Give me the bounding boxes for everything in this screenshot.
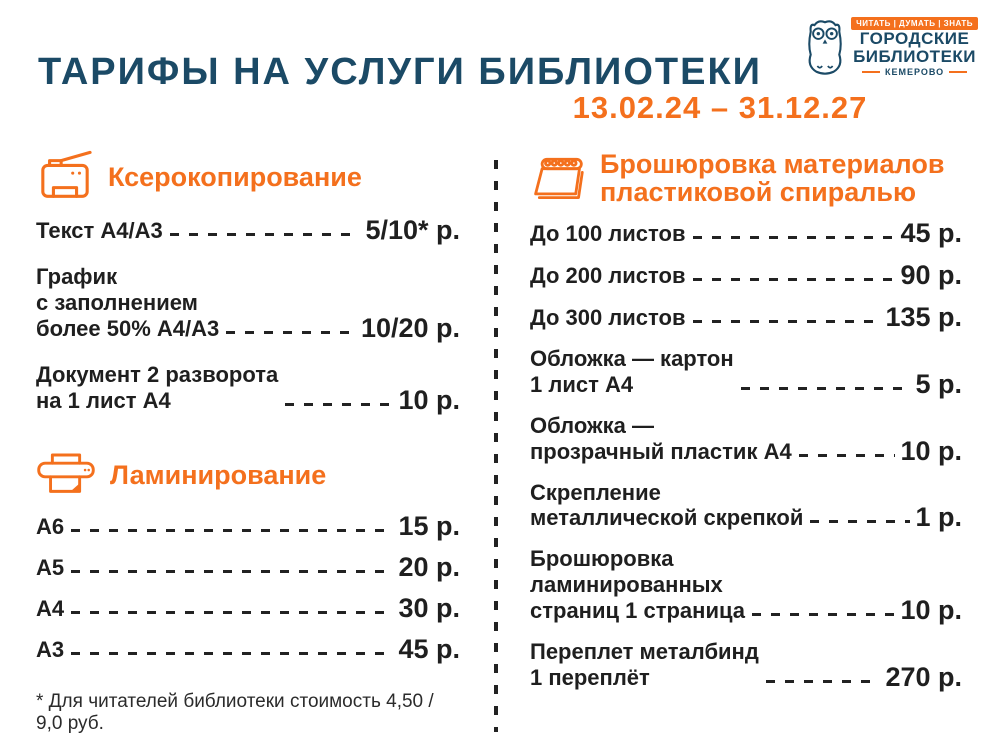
dotted-leader <box>71 569 394 573</box>
price-row: Обложка — картон 1 лист А4 5 р. <box>530 346 962 398</box>
left-column: Ксерокопирование Текст А4/А3 5/10* р. Гр… <box>36 150 460 735</box>
service-label: График с заполнением более 50% А4/А3 <box>36 264 220 341</box>
dotted-leader <box>752 613 896 617</box>
service-price: 270 р. <box>885 662 962 693</box>
service-price: 10 р. <box>900 435 962 466</box>
dotted-leader <box>692 235 896 239</box>
service-price: 10 р. <box>398 384 460 415</box>
owl-icon <box>805 16 845 78</box>
service-label: До 200 листов <box>530 262 686 288</box>
service-label: А5 <box>36 554 65 580</box>
service-price: 15 р. <box>398 510 460 541</box>
logo-city: КЕМЕРОВО <box>884 67 945 78</box>
price-row: Скрепление металлической скрепкой 1 р. <box>530 480 962 532</box>
logo-line1: ГОРОДСКИЕ <box>859 28 970 48</box>
dotted-leader <box>71 528 394 532</box>
logo-text: ЧИТАТЬ | ДУМАТЬ | ЗНАТЬ ГОРОДСКИЕ БИБЛИО… <box>851 16 978 78</box>
logo-line2: БИБЛИОТЕКИ <box>853 46 976 66</box>
column-divider <box>494 160 498 732</box>
logo-dash-right <box>949 71 968 74</box>
dotted-leader <box>285 402 394 406</box>
price-row: А4 30 р. <box>36 592 460 623</box>
service-price: 90 р. <box>900 259 962 290</box>
service-label: До 300 листов <box>530 304 686 330</box>
service-price: 20 р. <box>398 551 460 582</box>
spiral-binding-icon <box>530 152 586 204</box>
price-row: Документ 2 разворота на 1 лист А4 10 р. <box>36 362 460 414</box>
price-row: Обложка — прозрачный пластик А4 10 р. <box>530 413 962 465</box>
service-label: Брошюровка ламинированных страниц 1 стра… <box>530 546 746 624</box>
service-price: 135 р. <box>885 301 962 332</box>
price-row: До 100 листов 45 р. <box>530 217 962 248</box>
validity-dates: 13.02.24 – 31.12.27 <box>572 90 868 125</box>
service-label: А3 <box>36 636 65 662</box>
section-title: Ксерокопирование <box>108 161 362 192</box>
section-title: Ламинирование <box>110 459 327 490</box>
service-label: Обложка — картон 1 лист А4 <box>530 345 734 397</box>
service-label: До 100 листов <box>530 220 686 246</box>
dotted-leader <box>692 319 881 323</box>
logo-dash-left <box>861 71 880 74</box>
right-column: Брошюровка материалов пластиковой спирал… <box>530 150 962 706</box>
price-row: До 200 листов 90 р. <box>530 259 962 290</box>
service-label: Переплет металбинд 1 переплёт <box>530 639 759 691</box>
service-price: 45 р. <box>900 217 962 248</box>
service-label: А6 <box>36 513 65 539</box>
section-binding-header: Брошюровка материалов пластиковой спирал… <box>530 150 962 207</box>
page-title: ТАРИФЫ НА УСЛУГИ БИБЛИОТЕКИ <box>38 51 762 94</box>
logo-tagline: ЧИТАТЬ | ДУМАТЬ | ЗНАТЬ <box>851 16 978 30</box>
service-price: 10/20 р. <box>360 312 460 343</box>
dotted-leader <box>169 233 361 236</box>
price-row: Переплет металбинд 1 переплёт 270 р. <box>530 639 962 691</box>
price-row: До 300 листов 135 р. <box>530 301 962 332</box>
service-label: Обложка — прозрачный пластик А4 <box>530 412 792 464</box>
service-price: 1 р. <box>915 502 962 533</box>
dotted-leader <box>692 277 896 281</box>
footnote: * Для читателей библиотеки стоимость 4,5… <box>36 690 434 734</box>
service-price: 5 р. <box>915 368 962 399</box>
price-row: Текст А4/А3 5/10* р. <box>36 217 460 244</box>
price-row: График с заполнением более 50% А4/А3 10/… <box>36 264 460 342</box>
dotted-leader <box>71 610 394 614</box>
service-label: Текст А4/А3 <box>36 218 163 244</box>
price-row: Брошюровка ламинированных страниц 1 стра… <box>530 546 962 624</box>
price-row: А6 15 р. <box>36 510 460 541</box>
laminator-icon <box>36 450 96 500</box>
section-title: Брошюровка материалов пластиковой спирал… <box>600 149 945 208</box>
dotted-leader <box>226 330 356 334</box>
price-row: А3 45 р. <box>36 633 460 664</box>
dotted-leader <box>810 520 911 524</box>
section-lamination-header: Ламинирование <box>36 450 460 500</box>
service-price: 30 р. <box>398 592 460 623</box>
copier-icon <box>36 150 94 204</box>
dotted-leader <box>71 651 394 655</box>
price-row: А5 20 р. <box>36 551 460 582</box>
service-label: Скрепление металлической скрепкой <box>530 479 804 531</box>
service-price: 10 р. <box>900 595 962 626</box>
service-price: 5/10* р. <box>365 215 460 245</box>
service-label: А4 <box>36 595 65 621</box>
dotted-leader <box>798 453 896 457</box>
service-price: 45 р. <box>398 633 460 664</box>
section-photocopy-header: Ксерокопирование <box>36 150 460 204</box>
dotted-leader <box>765 680 881 684</box>
logo-city-row: КЕМЕРОВО <box>861 67 968 78</box>
library-logo: ЧИТАТЬ | ДУМАТЬ | ЗНАТЬ ГОРОДСКИЕ БИБЛИО… <box>805 16 978 78</box>
service-label: Документ 2 разворота на 1 лист А4 <box>36 361 279 413</box>
dotted-leader <box>740 386 911 390</box>
